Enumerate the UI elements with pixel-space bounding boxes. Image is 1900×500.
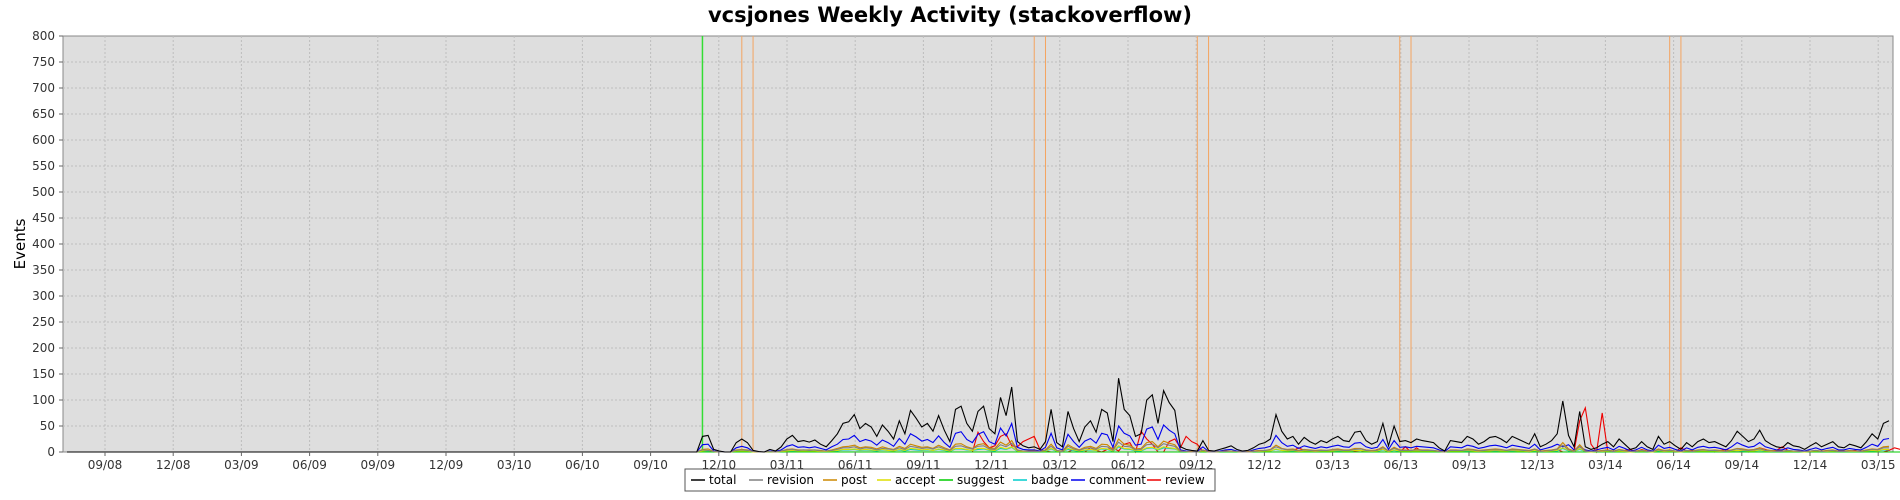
legend-label-comment: comment <box>1089 473 1146 487</box>
y-tick-label: 700 <box>32 81 55 95</box>
x-tick-label: 12/09 <box>429 458 464 472</box>
y-tick-label: 400 <box>32 237 55 251</box>
legend-label-post: post <box>841 473 867 487</box>
y-tick-label: 800 <box>32 29 55 43</box>
y-tick-label: 0 <box>47 445 55 459</box>
y-tick-label: 600 <box>32 133 55 147</box>
legend: total revision post accept suggest badge comme… <box>684 468 1216 492</box>
y-tick-label: 100 <box>32 393 55 407</box>
legend-label-review: review <box>1165 473 1205 487</box>
x-tick-label: 12/13 <box>1520 458 1555 472</box>
x-tick-label: 09/09 <box>361 458 396 472</box>
y-tick-label: 500 <box>32 185 55 199</box>
x-tick-label: 09/10 <box>633 458 668 472</box>
y-tick-label: 750 <box>32 55 55 69</box>
legend-label-suggest: suggest <box>957 473 1005 487</box>
x-tick-label: 06/13 <box>1384 458 1419 472</box>
event-markers <box>701 36 1682 452</box>
x-tick-label: 12/12 <box>1247 458 1282 472</box>
y-tick-label: 650 <box>32 107 55 121</box>
x-tick-label: 12/14 <box>1793 458 1828 472</box>
plot-background <box>62 35 1894 453</box>
legend-label-accept: accept <box>895 473 936 487</box>
x-axis: 09/08 12/08 03/09 06/09 09/09 12/09 03/10 06/10… <box>88 452 1896 472</box>
y-tick-label: 450 <box>32 211 55 225</box>
grid-lines <box>63 36 1893 452</box>
x-tick-label: 06/14 <box>1656 458 1691 472</box>
legend-label-revision: revision <box>767 473 814 487</box>
x-tick-label: 03/15 <box>1861 458 1896 472</box>
y-tick-label: 250 <box>32 315 55 329</box>
x-tick-label: 03/09 <box>224 458 259 472</box>
y-tick-label: 350 <box>32 263 55 277</box>
x-tick-label: 09/14 <box>1725 458 1760 472</box>
y-tick-label: 50 <box>40 419 55 433</box>
y-axis-label: Events <box>11 218 29 269</box>
x-tick-label: 12/08 <box>156 458 191 472</box>
chart-title: vcsjones Weekly Activity (stackoverflow) <box>708 3 1192 27</box>
y-tick-label: 150 <box>32 367 55 381</box>
y-tick-label: 300 <box>32 289 55 303</box>
legend-label-total: total <box>709 473 736 487</box>
x-tick-label: 03/13 <box>1315 458 1350 472</box>
legend-label-badge: badge <box>1031 473 1069 487</box>
x-tick-label: 09/13 <box>1452 458 1487 472</box>
y-tick-label: 550 <box>32 159 55 173</box>
y-tick-label: 200 <box>32 341 55 355</box>
series-lines <box>67 378 1900 454</box>
x-tick-label: 06/09 <box>292 458 327 472</box>
x-tick-label: 03/10 <box>497 458 532 472</box>
series-line-total <box>67 378 1890 453</box>
x-tick-label: 03/14 <box>1588 458 1623 472</box>
x-tick-label: 09/08 <box>88 458 123 472</box>
y-axis: 0 50 100 150 200 250 300 350 400 450 500 550 600 650 7… <box>32 29 63 459</box>
x-tick-label: 06/10 <box>565 458 600 472</box>
